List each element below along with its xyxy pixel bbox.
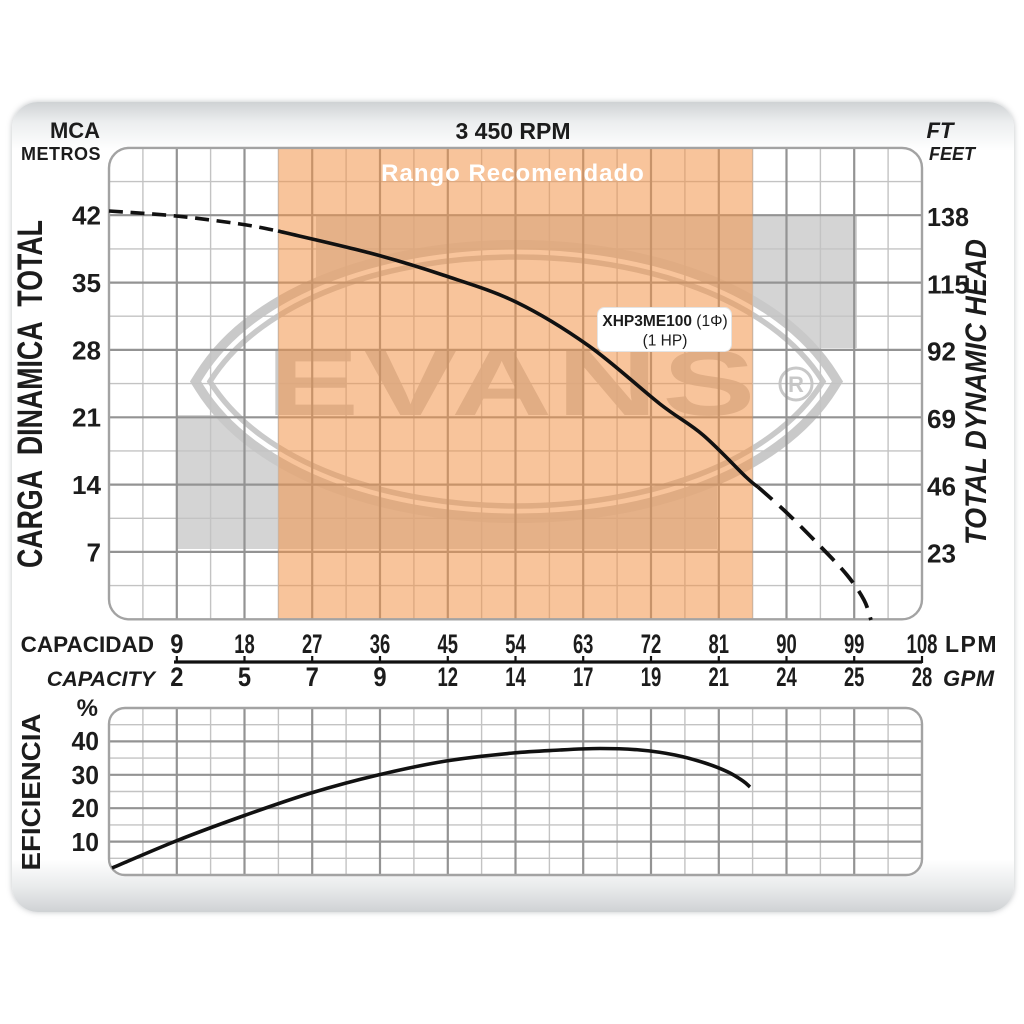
svg-text:9: 9 <box>170 629 183 659</box>
svg-text:69: 69 <box>927 404 956 434</box>
svg-text:R: R <box>788 372 804 397</box>
svg-text:2: 2 <box>170 662 183 692</box>
svg-text:108: 108 <box>907 629 938 659</box>
svg-text:12: 12 <box>438 662 459 692</box>
svg-text:3 450 RPM: 3 450 RPM <box>455 118 570 144</box>
svg-text:5: 5 <box>238 662 251 692</box>
svg-text:TOTAL DYNAMIC HEAD: TOTAL DYNAMIC HEAD <box>960 239 993 545</box>
svg-text:XHP3ME100 (1Φ): XHP3ME100 (1Φ) <box>602 313 727 330</box>
svg-text:23: 23 <box>927 539 956 569</box>
svg-text:7: 7 <box>306 662 319 692</box>
svg-text:45: 45 <box>438 629 459 659</box>
svg-text:54: 54 <box>505 629 526 659</box>
svg-text:46: 46 <box>927 471 956 501</box>
svg-text:72: 72 <box>641 629 662 659</box>
svg-text:35: 35 <box>72 268 101 298</box>
svg-text:FEET: FEET <box>929 144 977 164</box>
svg-text:40: 40 <box>72 726 100 756</box>
svg-text:10: 10 <box>72 827 100 857</box>
svg-text:14: 14 <box>72 470 102 500</box>
svg-text:17: 17 <box>573 662 594 692</box>
svg-text:90: 90 <box>776 629 797 659</box>
svg-text:CAPACITY: CAPACITY <box>47 667 157 691</box>
svg-text:(1 HP): (1 HP) <box>643 333 688 350</box>
svg-text:27: 27 <box>302 629 323 659</box>
svg-text:MCA: MCA <box>50 118 100 143</box>
svg-text:63: 63 <box>573 629 594 659</box>
svg-text:LPM: LPM <box>945 631 998 657</box>
svg-text:81: 81 <box>709 629 730 659</box>
svg-text:25: 25 <box>844 662 865 692</box>
svg-text:19: 19 <box>641 662 662 692</box>
svg-text:42: 42 <box>72 201 101 231</box>
svg-text:36: 36 <box>370 629 391 659</box>
svg-text:FT: FT <box>927 118 955 143</box>
svg-text:20: 20 <box>72 793 100 823</box>
svg-text:18: 18 <box>234 629 255 659</box>
svg-text:28: 28 <box>912 662 933 692</box>
svg-text:GPM: GPM <box>943 666 995 691</box>
svg-text:21: 21 <box>72 403 101 433</box>
svg-text:EFICIENCIA: EFICIENCIA <box>16 713 46 870</box>
svg-text:138: 138 <box>927 202 969 232</box>
svg-text:24: 24 <box>776 662 797 692</box>
svg-text:7: 7 <box>87 537 102 567</box>
svg-text:9: 9 <box>373 662 386 692</box>
svg-text:METROS: METROS <box>21 144 101 164</box>
svg-text:99: 99 <box>844 629 865 659</box>
svg-text:CARGA DINAMICA TOTAL: CARGA DINAMICA TOTAL <box>11 220 50 568</box>
svg-text:14: 14 <box>505 662 526 692</box>
svg-text:Rango Recomendado: Rango Recomendado <box>381 160 645 187</box>
svg-text:115: 115 <box>927 269 969 299</box>
svg-text:28: 28 <box>72 335 101 365</box>
svg-text:CAPACIDAD: CAPACIDAD <box>21 632 154 657</box>
svg-text:%: % <box>77 695 98 722</box>
svg-text:21: 21 <box>709 662 730 692</box>
svg-text:92: 92 <box>927 337 956 367</box>
svg-text:30: 30 <box>72 760 100 790</box>
